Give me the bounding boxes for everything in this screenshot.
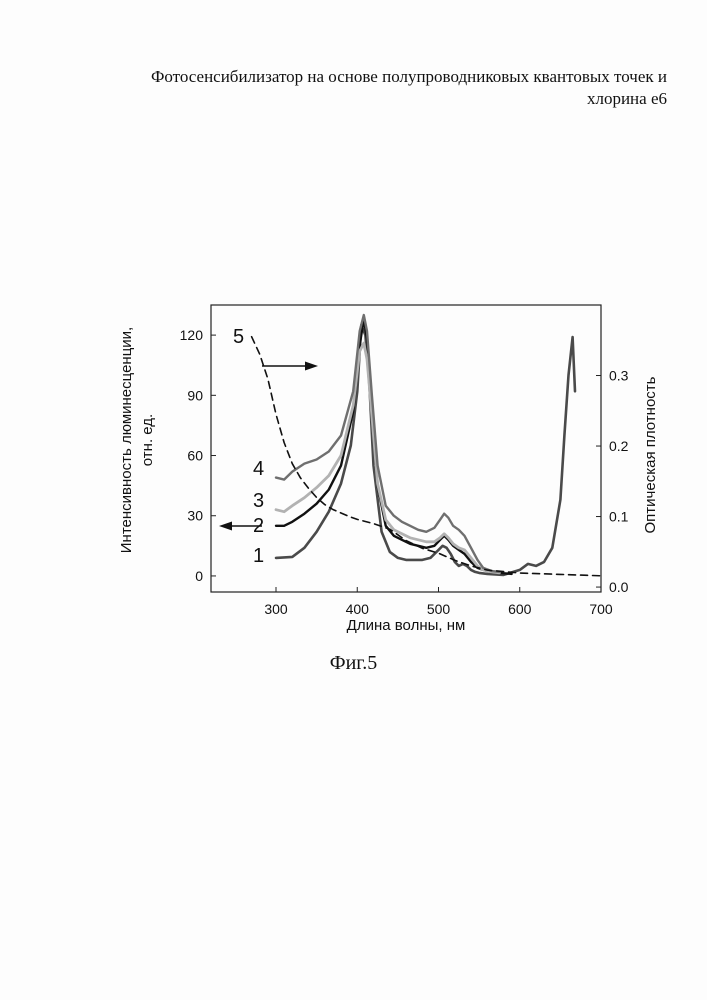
x-tick-label: 700 — [589, 601, 613, 617]
curve-label-4: 4 — [253, 458, 264, 480]
series-line-5 — [252, 337, 601, 576]
right-axis-arrow-head — [305, 362, 318, 371]
series-line-2 — [276, 319, 512, 574]
x-axis-title: Длина волны, нм — [347, 617, 466, 634]
y-left-tick-label: 0 — [195, 568, 203, 584]
series-line-1 — [276, 325, 575, 575]
x-tick-label: 300 — [264, 601, 288, 617]
y-right-tick-label: 0.3 — [609, 368, 629, 384]
x-tick-label: 500 — [427, 601, 451, 617]
x-tick-label: 600 — [508, 601, 532, 617]
y-left-tick-label: 30 — [187, 508, 203, 524]
y-left-axis-title-line2: отн. ед. — [139, 414, 156, 466]
plot-frame — [211, 305, 601, 592]
arrows-layer — [219, 362, 318, 531]
x-tick-label: 400 — [346, 601, 370, 617]
curve-label-3: 3 — [253, 490, 264, 512]
y-left-tick-label: 60 — [187, 448, 203, 464]
y-right-tick-label: 0.0 — [609, 579, 629, 595]
curve-label-2: 2 — [253, 515, 264, 537]
left-axis-arrow-head — [219, 522, 232, 531]
series-line-4 — [276, 315, 499, 572]
y-left-tick-label: 90 — [187, 387, 203, 403]
y-right-tick-label: 0.1 — [609, 509, 629, 525]
curve-labels: 5 4 3 2 1 — [233, 326, 264, 567]
y-left-axis-title-line1: Интенсивность люминесценции, — [118, 327, 135, 553]
y-right-tick-label: 0.2 — [609, 438, 629, 454]
y-right-axis-title: Оптическая плотность — [642, 376, 659, 533]
series-layer — [252, 315, 601, 576]
figure-caption: Фиг.5 — [0, 652, 707, 675]
curve-label-5: 5 — [233, 326, 244, 348]
y-left-tick-label: 120 — [180, 327, 204, 343]
curve-label-1: 1 — [253, 545, 264, 567]
